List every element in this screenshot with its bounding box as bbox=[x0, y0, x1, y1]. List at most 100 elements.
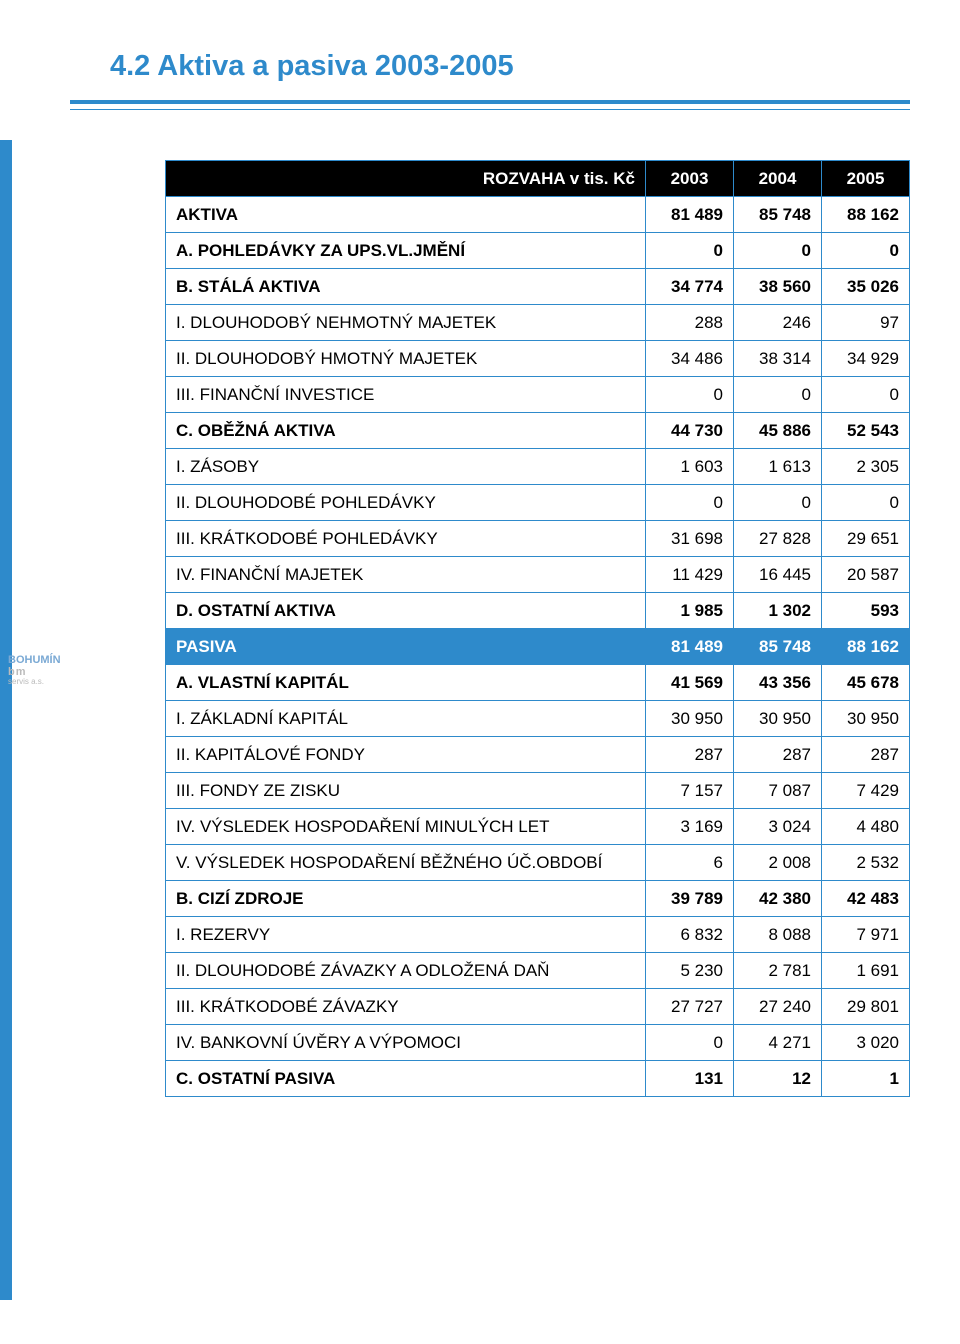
row-label: II. KAPITÁLOVÉ FONDY bbox=[166, 737, 646, 773]
header-col-2003: 2003 bbox=[646, 161, 734, 197]
row-val-2004: 0 bbox=[734, 377, 822, 413]
row-val-2003: 1 603 bbox=[646, 449, 734, 485]
table-row: III. KRÁTKODOBÉ ZÁVAZKY27 72727 24029 80… bbox=[166, 989, 910, 1025]
row-val-2004: 0 bbox=[734, 485, 822, 521]
row-val-2005: 0 bbox=[822, 377, 910, 413]
row-val-2003: 34 486 bbox=[646, 341, 734, 377]
row-val-2005: 29 651 bbox=[822, 521, 910, 557]
header-label: ROZVAHA v tis. Kč bbox=[166, 161, 646, 197]
row-label: D. OSTATNÍ AKTIVA bbox=[166, 593, 646, 629]
page-title: 4.2 Aktiva a pasiva 2003-2005 bbox=[110, 50, 514, 83]
table-row: A. POHLEDÁVKY ZA UPS.VL.JMĚNÍ000 bbox=[166, 233, 910, 269]
row-val-2005: 0 bbox=[822, 485, 910, 521]
row-label: IV. VÝSLEDEK HOSPODAŘENÍ MINULÝCH LET bbox=[166, 809, 646, 845]
table-row: IV. BANKOVNÍ ÚVĚRY A VÝPOMOCI04 2713 020 bbox=[166, 1025, 910, 1061]
row-val-2004: 42 380 bbox=[734, 881, 822, 917]
row-val-2003: 81 489 bbox=[646, 197, 734, 233]
row-val-2003: 288 bbox=[646, 305, 734, 341]
row-val-2004: 7 087 bbox=[734, 773, 822, 809]
table-row: II. DLOUHODOBÉ ZÁVAZKY A ODLOŽENÁ DAŇ5 2… bbox=[166, 953, 910, 989]
row-val-2003: 5 230 bbox=[646, 953, 734, 989]
table-row: V. VÝSLEDEK HOSPODAŘENÍ BĚŽNÉHO ÚČ.OBDOB… bbox=[166, 845, 910, 881]
table-row: I. ZÁSOBY1 6031 6132 305 bbox=[166, 449, 910, 485]
row-val-2003: 0 bbox=[646, 233, 734, 269]
row-val-2004: 30 950 bbox=[734, 701, 822, 737]
row-val-2005: 30 950 bbox=[822, 701, 910, 737]
header-col-2004: 2004 bbox=[734, 161, 822, 197]
row-val-2005: 52 543 bbox=[822, 413, 910, 449]
row-label: II. DLOUHODOBÉ POHLEDÁVKY bbox=[166, 485, 646, 521]
row-val-2005: 34 929 bbox=[822, 341, 910, 377]
table-row: I. ZÁKLADNÍ KAPITÁL30 95030 95030 950 bbox=[166, 701, 910, 737]
table-row: IV. FINANČNÍ MAJETEK11 42916 44520 587 bbox=[166, 557, 910, 593]
row-val-2005: 3 020 bbox=[822, 1025, 910, 1061]
row-val-2005: 287 bbox=[822, 737, 910, 773]
row-label: III. FINANČNÍ INVESTICE bbox=[166, 377, 646, 413]
balance-table-wrap: ROZVAHA v tis. Kč 2003 2004 2005 AKTIVA8… bbox=[165, 160, 910, 1097]
row-val-2003: 44 730 bbox=[646, 413, 734, 449]
row-val-2003: 1 985 bbox=[646, 593, 734, 629]
row-val-2005: 593 bbox=[822, 593, 910, 629]
row-val-2003: 31 698 bbox=[646, 521, 734, 557]
row-label: II. DLOUHODOBÉ ZÁVAZKY A ODLOŽENÁ DAŇ bbox=[166, 953, 646, 989]
row-val-2003: 131 bbox=[646, 1061, 734, 1097]
row-label: A. VLASTNÍ KAPITÁL bbox=[166, 665, 646, 701]
table-row: IV. VÝSLEDEK HOSPODAŘENÍ MINULÝCH LET3 1… bbox=[166, 809, 910, 845]
table-row: II. DLOUHODOBÝ HMOTNÝ MAJETEK34 48638 31… bbox=[166, 341, 910, 377]
table-row: A. VLASTNÍ KAPITÁL41 56943 35645 678 bbox=[166, 665, 910, 701]
row-val-2005: 88 162 bbox=[822, 197, 910, 233]
row-val-2003: 0 bbox=[646, 377, 734, 413]
row-label: IV. BANKOVNÍ ÚVĚRY A VÝPOMOCI bbox=[166, 1025, 646, 1061]
side-accent-bar bbox=[0, 140, 12, 1300]
row-val-2004: 38 314 bbox=[734, 341, 822, 377]
row-label: C. OBĚŽNÁ AKTIVA bbox=[166, 413, 646, 449]
row-val-2005: 45 678 bbox=[822, 665, 910, 701]
row-label: V. VÝSLEDEK HOSPODAŘENÍ BĚŽNÉHO ÚČ.OBDOB… bbox=[166, 845, 646, 881]
row-label: B. CIZÍ ZDROJE bbox=[166, 881, 646, 917]
row-val-2005: 42 483 bbox=[822, 881, 910, 917]
table-row: I. REZERVY6 8328 0887 971 bbox=[166, 917, 910, 953]
row-label: IV. FINANČNÍ MAJETEK bbox=[166, 557, 646, 593]
row-val-2003: 30 950 bbox=[646, 701, 734, 737]
row-val-2003: 81 489 bbox=[646, 629, 734, 665]
row-label: III. FONDY ZE ZISKU bbox=[166, 773, 646, 809]
row-val-2004: 246 bbox=[734, 305, 822, 341]
row-val-2004: 27 828 bbox=[734, 521, 822, 557]
row-val-2005: 1 691 bbox=[822, 953, 910, 989]
row-val-2005: 20 587 bbox=[822, 557, 910, 593]
row-val-2005: 88 162 bbox=[822, 629, 910, 665]
table-row: I. DLOUHODOBÝ NEHMOTNÝ MAJETEK28824697 bbox=[166, 305, 910, 341]
row-label: AKTIVA bbox=[166, 197, 646, 233]
row-val-2004: 4 271 bbox=[734, 1025, 822, 1061]
table-row: B. STÁLÁ AKTIVA34 77438 56035 026 bbox=[166, 269, 910, 305]
row-val-2005: 2 532 bbox=[822, 845, 910, 881]
row-label: I. DLOUHODOBÝ NEHMOTNÝ MAJETEK bbox=[166, 305, 646, 341]
row-val-2003: 34 774 bbox=[646, 269, 734, 305]
row-val-2005: 0 bbox=[822, 233, 910, 269]
row-val-2005: 29 801 bbox=[822, 989, 910, 1025]
row-val-2003: 41 569 bbox=[646, 665, 734, 701]
row-val-2003: 7 157 bbox=[646, 773, 734, 809]
table-row: B. CIZÍ ZDROJE39 78942 38042 483 bbox=[166, 881, 910, 917]
logo-line-3: servis a.s. bbox=[8, 678, 68, 687]
row-label: I. ZÁSOBY bbox=[166, 449, 646, 485]
table-row: II. DLOUHODOBÉ POHLEDÁVKY000 bbox=[166, 485, 910, 521]
table-row: C. OBĚŽNÁ AKTIVA44 73045 88652 543 bbox=[166, 413, 910, 449]
row-val-2005: 97 bbox=[822, 305, 910, 341]
table-row: C. OSTATNÍ PASIVA131121 bbox=[166, 1061, 910, 1097]
row-val-2003: 3 169 bbox=[646, 809, 734, 845]
row-val-2003: 6 832 bbox=[646, 917, 734, 953]
row-val-2005: 4 480 bbox=[822, 809, 910, 845]
row-val-2005: 1 bbox=[822, 1061, 910, 1097]
row-label: A. POHLEDÁVKY ZA UPS.VL.JMĚNÍ bbox=[166, 233, 646, 269]
row-val-2004: 85 748 bbox=[734, 197, 822, 233]
table-row: III. FONDY ZE ZISKU7 1577 0877 429 bbox=[166, 773, 910, 809]
row-val-2004: 2 008 bbox=[734, 845, 822, 881]
table-row: PASIVA81 48985 74888 162 bbox=[166, 629, 910, 665]
row-label: I. REZERVY bbox=[166, 917, 646, 953]
row-val-2004: 1 613 bbox=[734, 449, 822, 485]
row-val-2004: 12 bbox=[734, 1061, 822, 1097]
table-row: AKTIVA81 48985 74888 162 bbox=[166, 197, 910, 233]
row-val-2004: 38 560 bbox=[734, 269, 822, 305]
row-val-2004: 0 bbox=[734, 233, 822, 269]
